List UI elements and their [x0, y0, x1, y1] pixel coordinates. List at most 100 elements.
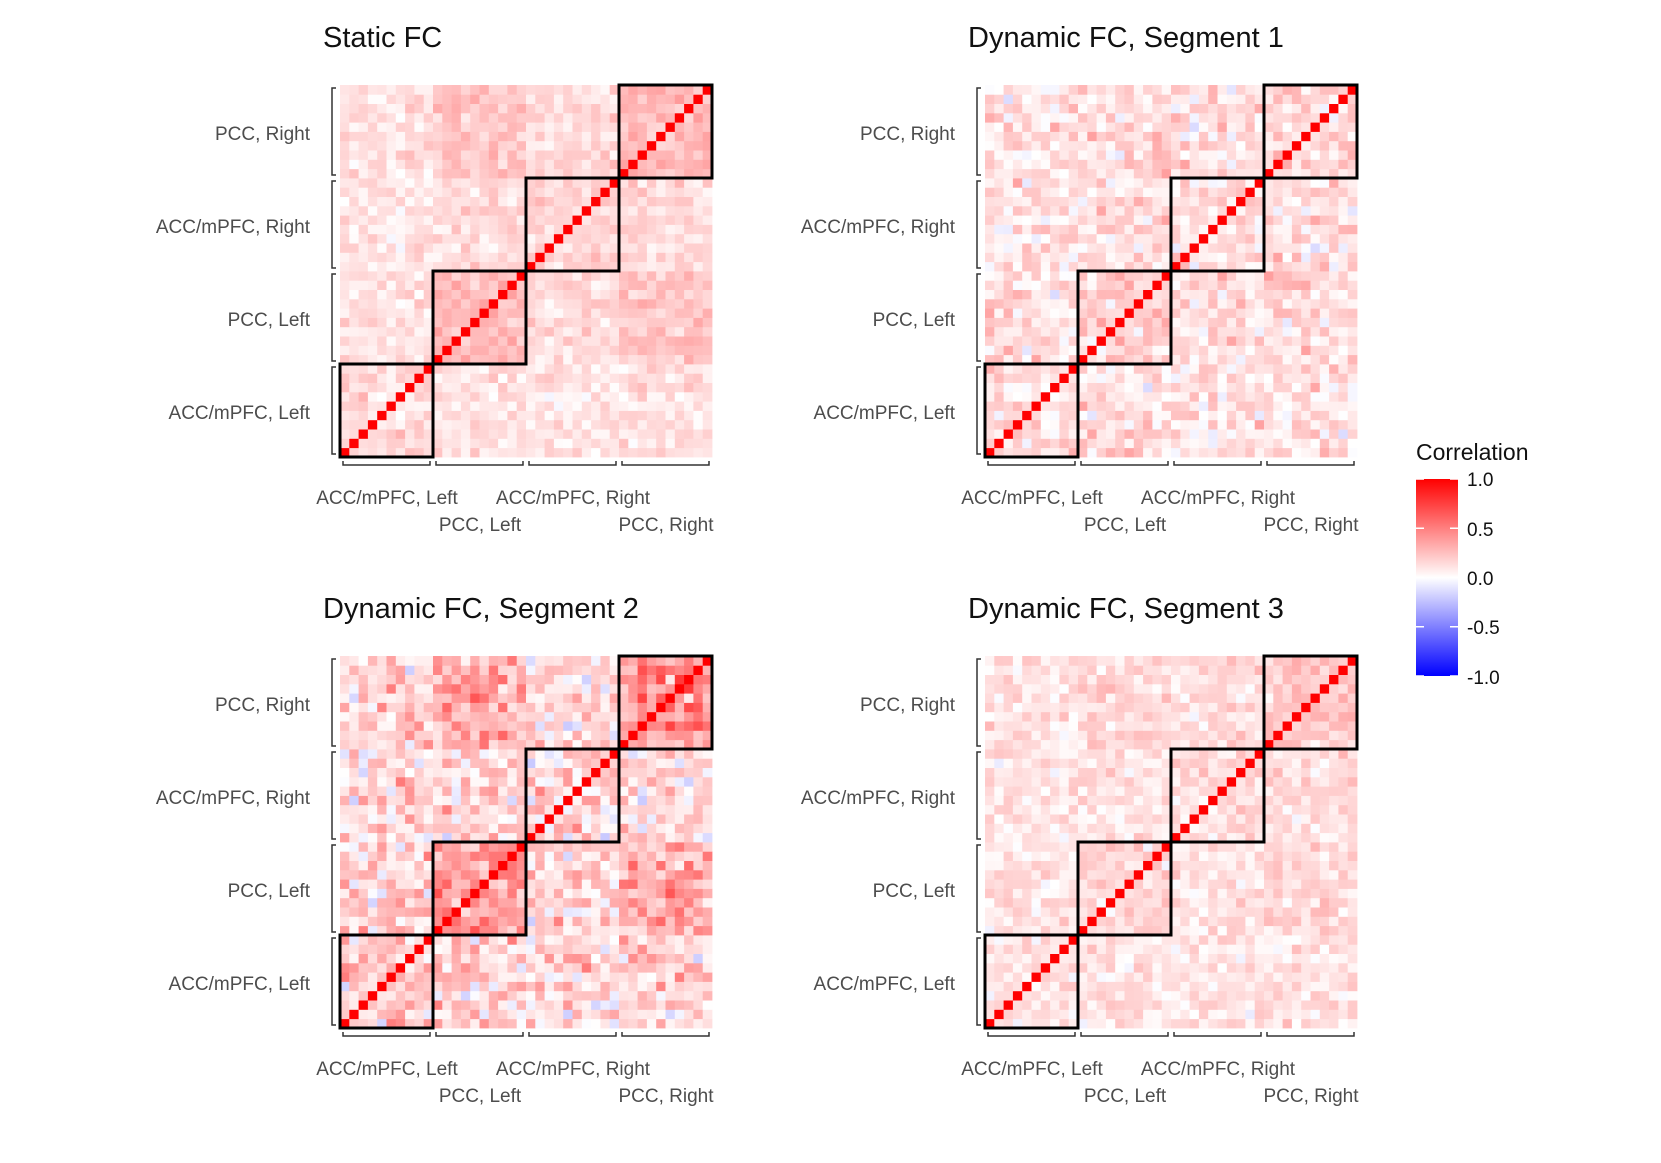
heatmap-cell [1040, 419, 1051, 430]
heatmap-cell [442, 795, 452, 806]
heatmap-cell [1264, 419, 1274, 430]
heatmap-cell [414, 243, 425, 253]
heatmap-cell [479, 215, 490, 225]
heatmap-cell [985, 140, 995, 151]
heatmap-cell [516, 730, 527, 741]
heatmap-cell [591, 897, 601, 908]
heatmap-cell [526, 150, 536, 160]
heatmap-cell [340, 804, 350, 815]
heatmap-cell [544, 888, 555, 899]
heatmap-cell [535, 131, 545, 142]
heatmap-cell [572, 391, 583, 402]
heatmap-cell [367, 795, 378, 806]
heatmap-cell [1245, 364, 1256, 374]
heatmap-cell [637, 665, 648, 675]
heatmap-cell [628, 429, 638, 439]
heatmap-cell [553, 907, 564, 917]
heatmap-cell [1254, 1000, 1265, 1010]
heatmap-cell [1087, 168, 1097, 179]
heatmap-cell [1245, 1018, 1256, 1029]
heatmap-cell [516, 308, 527, 318]
heatmap-cell [665, 916, 676, 927]
heatmap-cell [1078, 308, 1088, 318]
heatmap-cell [1096, 345, 1107, 356]
heatmap-cell [358, 252, 369, 263]
heatmap-cell [1059, 140, 1070, 151]
heatmap-cell [386, 767, 397, 778]
heatmap-cell [358, 730, 369, 741]
heatmap-cell [414, 814, 425, 824]
heatmap-cell [470, 364, 480, 374]
heatmap-cell [1189, 345, 1200, 356]
heatmap-cell [572, 758, 583, 768]
heatmap-cell [405, 159, 415, 170]
heatmap-cell [1329, 252, 1339, 263]
heatmap-cell [433, 298, 443, 309]
heatmap-cell [1012, 85, 1023, 95]
heatmap-cell [1050, 354, 1060, 365]
heatmap-cell [358, 925, 369, 936]
heatmap-cell [1310, 298, 1321, 309]
heatmap-cell [600, 916, 611, 927]
heatmap-cell [395, 336, 406, 346]
heatmap-cell [1198, 1009, 1209, 1020]
heatmap-cell [433, 665, 443, 675]
heatmap-cell [1078, 196, 1088, 207]
heatmap-cell [646, 289, 657, 300]
heatmap-cell [516, 252, 527, 263]
heatmap-cell [395, 749, 406, 759]
heatmap-cell [1040, 1000, 1051, 1010]
heatmap-cell [1291, 94, 1302, 104]
heatmap-cell [1078, 224, 1088, 235]
heatmap-cell [1012, 289, 1023, 300]
heatmap-cell [479, 656, 490, 666]
heatmap-cell [1347, 261, 1358, 272]
heatmap-cell [1319, 364, 1330, 374]
heatmap-cell [1171, 94, 1181, 104]
heatmap-cell [405, 447, 415, 458]
heatmap-cell [591, 122, 601, 132]
heatmap-cell [994, 187, 1004, 197]
heatmap-cell [470, 410, 480, 421]
heatmap-cell [488, 804, 499, 815]
heatmap-cell [516, 749, 527, 759]
heatmap-cell [702, 215, 713, 225]
heatmap-cell [516, 721, 527, 731]
heatmap-cell [1022, 94, 1032, 104]
heatmap-cell [646, 1009, 657, 1020]
heatmap-cell [340, 122, 350, 132]
heatmap-cell [460, 767, 471, 778]
heatmap-cell [693, 419, 704, 430]
heatmap-cell [470, 776, 480, 787]
heatmap-cell [684, 233, 694, 244]
heatmap-cell [1273, 243, 1283, 253]
heatmap-cell [414, 739, 425, 750]
heatmap-cell [628, 823, 638, 834]
heatmap-cell [637, 326, 648, 337]
heatmap-cell [656, 711, 666, 722]
heatmap-cell [553, 224, 564, 235]
heatmap-cell [395, 804, 406, 815]
heatmap-cell [1012, 205, 1023, 216]
heatmap-cell [665, 702, 676, 713]
heatmap-cell [386, 916, 397, 927]
heatmap-cell [702, 224, 713, 235]
heatmap-cell [1040, 438, 1051, 449]
heatmap-cell [414, 1018, 425, 1029]
heatmap-cell [1245, 196, 1256, 207]
heatmap-cell [1226, 317, 1237, 328]
heatmap-cell [702, 317, 713, 328]
heatmap-cell [702, 683, 713, 694]
heatmap-cell [414, 354, 425, 365]
heatmap-cell [646, 693, 657, 703]
heatmap-cell [656, 168, 666, 179]
heatmap-cell [451, 447, 462, 458]
heatmap-cell [1031, 215, 1042, 225]
heatmap-cell [414, 758, 425, 768]
heatmap-cell [349, 962, 359, 973]
heatmap-cell [414, 159, 425, 170]
heatmap-cell [433, 429, 443, 439]
heatmap-cell [544, 429, 555, 439]
heatmap-cell [985, 233, 995, 244]
heatmap-cell [470, 354, 480, 365]
